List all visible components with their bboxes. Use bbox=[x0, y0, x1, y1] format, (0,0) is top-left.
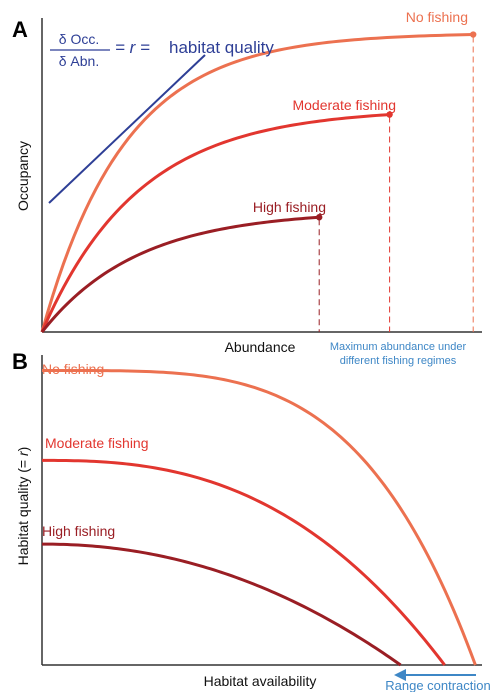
b-curve-moderate-fishing bbox=[42, 458, 446, 666]
label-moderate-fishing: Moderate fishing bbox=[292, 97, 396, 113]
b-label-high-fishing: High fishing bbox=[42, 523, 115, 539]
curve-no-fishing bbox=[40, 33, 474, 333]
endpoint-no-fishing bbox=[470, 31, 477, 38]
panel-b-label: B bbox=[12, 349, 28, 374]
range-contraction-label: Range contraction bbox=[385, 678, 491, 692]
label-no-fishing: No fishing bbox=[406, 9, 468, 25]
endpoint-moderate-fishing bbox=[386, 111, 393, 118]
b-label-moderate-fishing: Moderate fishing bbox=[45, 435, 149, 451]
curve-high-fishing bbox=[40, 215, 320, 333]
panel-a-ylabel: Occupancy bbox=[15, 141, 31, 211]
b-curve-no-fishing bbox=[42, 369, 477, 666]
panel-a-xlabel: Abundance bbox=[225, 339, 296, 355]
equation-numerator: δ Occ. bbox=[59, 31, 99, 47]
panel-b: B Habitat quality (= r) Habitat availabi… bbox=[12, 349, 491, 692]
equation-denominator: δ Abn. bbox=[59, 53, 99, 69]
equation-rhs: habitat quality bbox=[169, 38, 274, 57]
b-curve-high-fishing bbox=[41, 542, 402, 667]
panel-b-ylabel-r: r bbox=[15, 450, 31, 456]
range-contraction-arrowhead bbox=[394, 669, 406, 681]
panel-b-ylabel-prefix: Habitat quality (= bbox=[15, 456, 31, 565]
tangent-line bbox=[48, 54, 206, 204]
max-abundance-note-line2: different fishing regimes bbox=[340, 355, 457, 367]
panel-a: A Occupancy Abundance No fishing Moderat… bbox=[12, 9, 482, 367]
endpoint-high-fishing bbox=[316, 214, 323, 221]
panel-b-ylabel: Habitat quality (= r) bbox=[15, 447, 31, 566]
curve-moderate-fishing bbox=[40, 113, 390, 333]
equation-middle: = r = bbox=[115, 38, 150, 57]
panel-a-label: A bbox=[12, 17, 28, 42]
label-high-fishing: High fishing bbox=[253, 199, 326, 215]
panel-b-ylabel-suffix: ) bbox=[15, 447, 31, 452]
b-label-no-fishing: No fishing bbox=[42, 361, 104, 377]
equation: δ Occ. δ Abn. = r = habitat quality bbox=[50, 31, 274, 69]
max-abundance-note-line1: Maximum abundance under bbox=[330, 341, 467, 353]
panel-b-xlabel: Habitat availability bbox=[204, 673, 317, 689]
